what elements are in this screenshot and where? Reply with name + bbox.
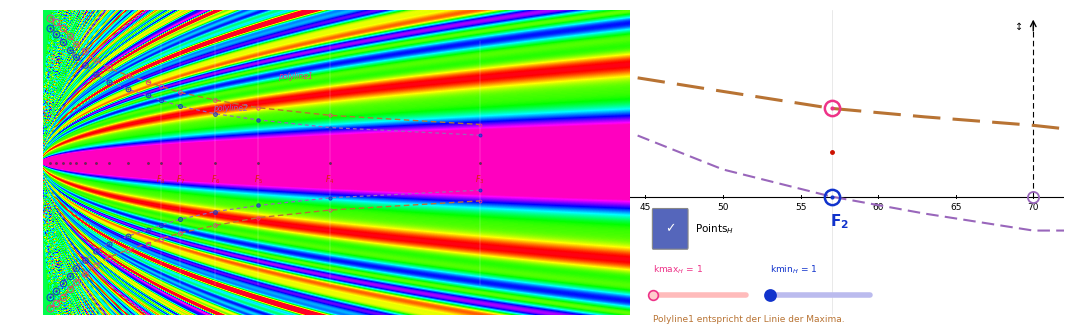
Text: 70: 70	[1027, 204, 1039, 212]
Text: ✓: ✓	[665, 222, 675, 235]
Text: kmax$_H$ = 1: kmax$_H$ = 1	[653, 263, 704, 276]
Text: $F_{4}$: $F_{4}$	[326, 173, 334, 186]
Text: $F_{5}$: $F_{5}$	[254, 173, 263, 186]
Text: kmin$_H$ = 1: kmin$_H$ = 1	[770, 263, 817, 276]
Text: Points$_H$: Points$_H$	[695, 222, 734, 236]
Text: $F_{7}$: $F_{7}$	[176, 173, 185, 186]
Text: ↕: ↕	[1015, 22, 1023, 32]
Text: Polyline1 entspricht der Linie der Maxima.: Polyline1 entspricht der Linie der Maxim…	[653, 315, 845, 324]
Text: $\mathbf{F_2}$: $\mathbf{F_2}$	[830, 212, 849, 231]
Text: 55: 55	[795, 204, 806, 212]
Text: $F_{3}$: $F_{3}$	[476, 173, 484, 186]
Text: 50: 50	[717, 204, 729, 212]
Text: $F_{8}$: $F_{8}$	[156, 173, 165, 186]
FancyBboxPatch shape	[653, 208, 689, 249]
Text: 65: 65	[950, 204, 961, 212]
Text: 60: 60	[872, 204, 884, 212]
Text: polyline2: polyline2	[213, 104, 248, 113]
Text: 45: 45	[640, 204, 652, 212]
Text: $F_{6}$: $F_{6}$	[211, 173, 220, 186]
Text: polyline1: polyline1	[278, 72, 313, 81]
